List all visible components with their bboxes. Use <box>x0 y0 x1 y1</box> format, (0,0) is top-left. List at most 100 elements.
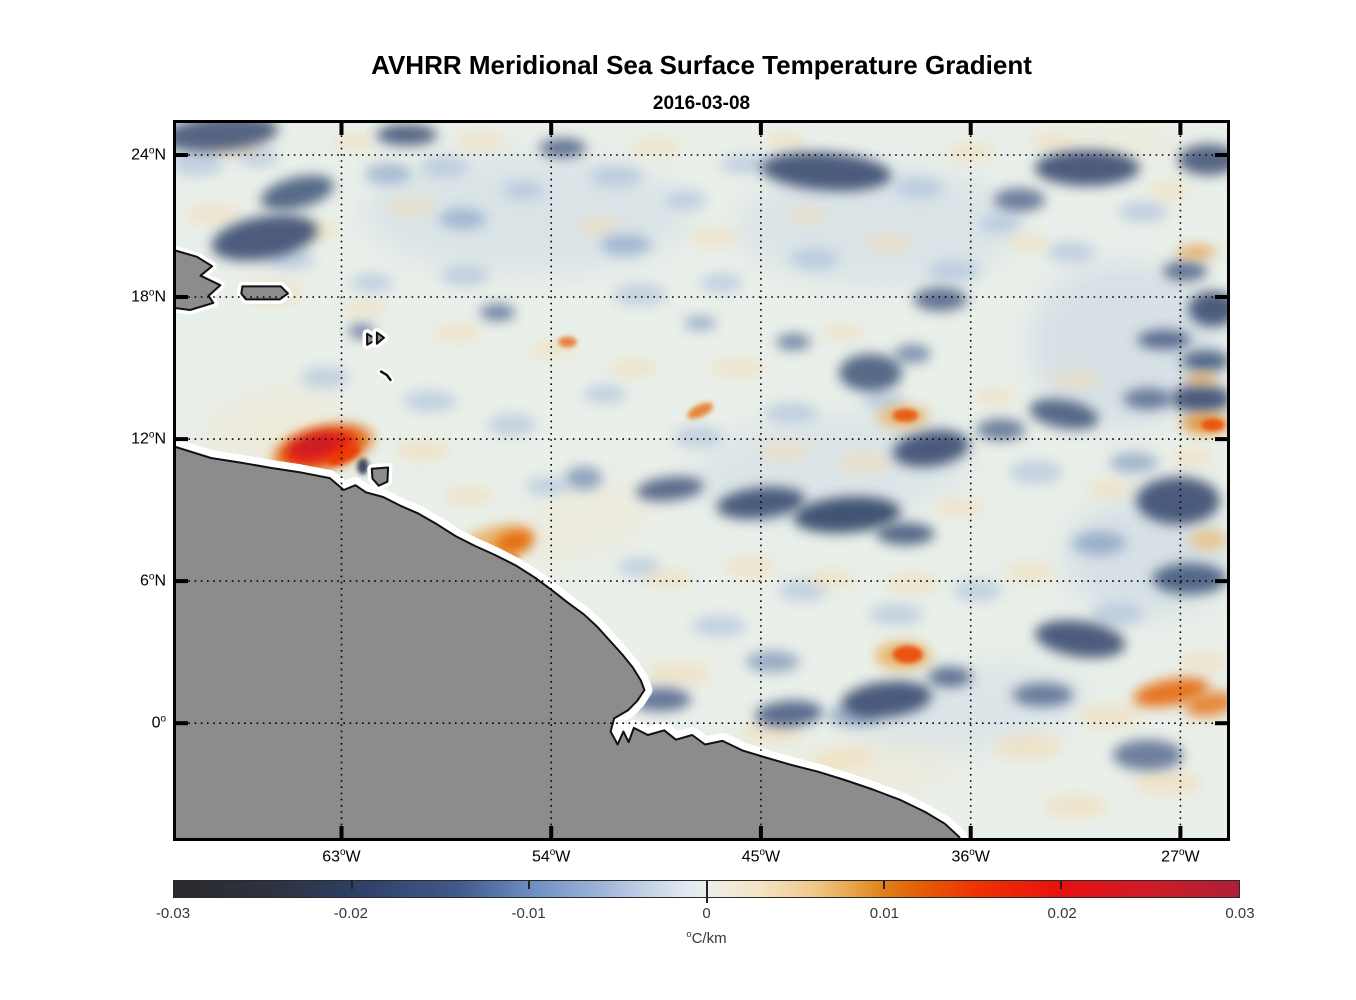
sst-feature <box>763 132 806 150</box>
sst-feature <box>608 358 658 378</box>
sst-feature <box>1181 350 1227 372</box>
sst-feature <box>1201 419 1225 431</box>
sst-feature <box>1178 144 1227 176</box>
sst-feature <box>403 390 457 412</box>
colorbar-unit-label: oC/km <box>686 929 726 947</box>
sst-feature <box>1185 691 1227 717</box>
ocean-field <box>176 123 1227 818</box>
sst-feature <box>761 152 892 191</box>
colorbar-tick-label: 0.01 <box>869 905 899 922</box>
sst-feature <box>643 569 693 589</box>
island-puerto-rico <box>240 285 289 301</box>
sst-feature <box>720 154 770 174</box>
island-guadeloupe-west <box>366 332 378 346</box>
sst-feature <box>433 323 483 342</box>
sst-feature <box>722 556 777 578</box>
lon-tick-label: 63oW <box>322 847 361 866</box>
sst-feature <box>1152 563 1227 595</box>
sst-feature <box>1147 181 1190 200</box>
sst-feature <box>716 486 805 520</box>
sst-feature <box>419 156 469 178</box>
lon-tick-label: 45oW <box>741 847 781 866</box>
sst-feature <box>396 440 450 462</box>
sst-feature <box>864 233 914 253</box>
sst-feature <box>176 152 224 177</box>
sst-feature <box>927 666 972 688</box>
sst-feature <box>755 700 823 727</box>
sst-feature <box>386 197 436 217</box>
sst-feature <box>1179 650 1227 673</box>
sst-feature <box>600 234 652 256</box>
sst-feature <box>1004 561 1054 583</box>
sst-feature <box>913 287 968 312</box>
sst-feature <box>1007 234 1050 251</box>
sst-feature <box>440 265 490 287</box>
sst-feature <box>327 445 360 466</box>
sst-feature <box>332 133 375 151</box>
colorbar-tick <box>527 881 530 889</box>
sst-feature <box>764 402 818 424</box>
sst-feature <box>1118 201 1168 223</box>
sst-feature <box>260 175 334 211</box>
colorbar-tick-label: -0.02 <box>333 905 368 922</box>
sst-feature <box>1034 150 1140 186</box>
sst-feature <box>1133 677 1210 707</box>
sst-feature <box>1163 260 1208 282</box>
martinique-arc <box>379 370 392 382</box>
sst-feature <box>589 165 644 187</box>
sst-feature <box>583 384 626 404</box>
colorbar-tick-label: 0.03 <box>1225 905 1255 922</box>
sst-feature <box>350 273 393 293</box>
sst-feature <box>665 190 708 210</box>
lon-tick-label: 36oW <box>951 847 990 866</box>
sst-feature <box>811 747 874 771</box>
sst-feature <box>1009 460 1063 485</box>
sst-feature <box>892 408 919 422</box>
sst-feature <box>376 124 437 146</box>
sst-feature <box>558 336 577 348</box>
sst-feature <box>1046 241 1096 263</box>
sst-feature <box>894 177 944 199</box>
sst-feature <box>357 458 369 475</box>
chart-title: AVHRR Meridional Sea Surface Temperature… <box>371 50 1032 80</box>
sst-feature <box>1079 704 1142 728</box>
sst-feature <box>1012 683 1074 707</box>
sst-feature <box>980 214 1022 234</box>
sst-feature <box>687 402 714 419</box>
sst-feature <box>636 476 704 502</box>
sst-feature <box>186 203 241 225</box>
sst-feature <box>994 188 1046 212</box>
tick-marks <box>176 123 1227 838</box>
land-mass <box>176 246 969 838</box>
sst-feature <box>631 137 681 157</box>
map-plot <box>173 120 1230 841</box>
sst-feature <box>1123 388 1173 410</box>
sst-feature <box>456 131 506 151</box>
sst-feature <box>976 418 1026 441</box>
sst-feature <box>211 214 318 261</box>
sst-feature <box>618 557 661 577</box>
sst-feature <box>995 733 1063 760</box>
sst-feature <box>806 569 856 589</box>
lat-tick-label: 18oN <box>131 287 166 306</box>
sst-feature <box>565 466 603 490</box>
sst-feature <box>1185 372 1218 385</box>
sst-feature <box>1035 620 1126 658</box>
sst-feature <box>821 324 864 341</box>
sst-feature <box>1134 769 1203 796</box>
colorbar-tick <box>1060 881 1063 889</box>
sst-feature <box>710 358 765 378</box>
colorbar-tick-label: -0.01 <box>511 905 546 922</box>
sst-feature <box>934 498 984 518</box>
sst-feature <box>1072 531 1126 555</box>
sst-feature <box>741 721 805 744</box>
sst-feature <box>776 333 811 351</box>
chart-subtitle: 2016-03-08 <box>652 93 751 114</box>
sst-feature <box>1040 123 1181 160</box>
lat-tick-label: 6oN <box>140 571 166 590</box>
sst-feature <box>1086 479 1135 499</box>
sst-feature <box>1188 291 1227 327</box>
sst-feature <box>176 123 279 153</box>
lon-tick-label: 27oW <box>1161 847 1200 866</box>
sst-feature <box>973 388 1015 405</box>
